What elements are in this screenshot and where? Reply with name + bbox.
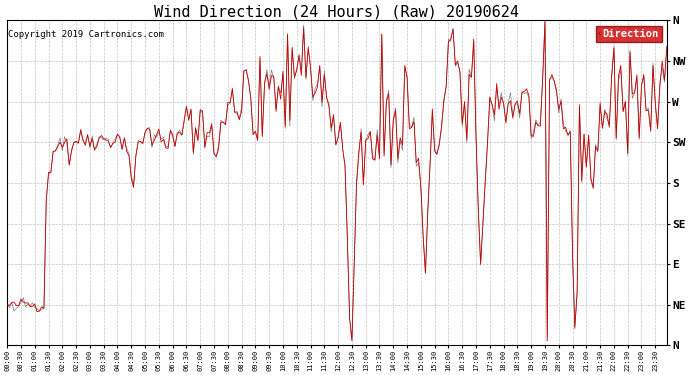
Text: Copyright 2019 Cartronics.com: Copyright 2019 Cartronics.com [8, 30, 164, 39]
Legend: Direction: Direction [596, 26, 662, 42]
Title: Wind Direction (24 Hours) (Raw) 20190624: Wind Direction (24 Hours) (Raw) 20190624 [155, 4, 520, 19]
